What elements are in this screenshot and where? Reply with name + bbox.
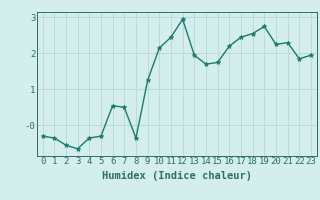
X-axis label: Humidex (Indice chaleur): Humidex (Indice chaleur) <box>102 171 252 181</box>
